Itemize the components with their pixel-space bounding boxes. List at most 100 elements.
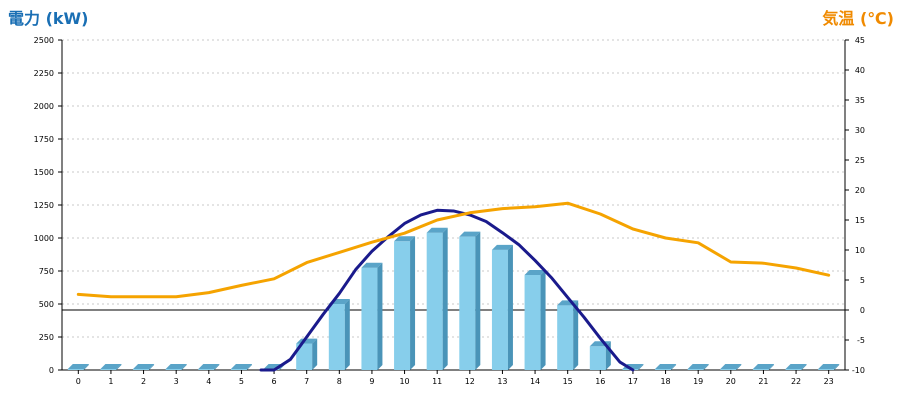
bar-top	[459, 231, 481, 237]
bar-face	[459, 236, 476, 370]
bar-side	[377, 262, 383, 370]
x-tick-label: 23	[824, 377, 834, 386]
left-tick-label: 2500	[34, 36, 54, 45]
bar-face	[589, 346, 606, 370]
bar-top	[133, 364, 155, 369]
bar-top	[230, 364, 252, 369]
bar-face	[198, 369, 215, 370]
bar-side	[116, 364, 122, 370]
bar-top	[165, 364, 187, 369]
bar-side	[573, 300, 579, 370]
bar-face	[100, 369, 117, 370]
bar-top	[361, 262, 383, 268]
x-tick-label: 10	[399, 377, 409, 386]
bar-side	[442, 227, 448, 370]
bar-side	[540, 269, 546, 370]
left-tick-label: 250	[39, 333, 54, 342]
x-tick-label: 3	[174, 377, 179, 386]
left-tick-label: 1500	[34, 168, 54, 177]
bar-top	[655, 364, 677, 369]
bar-side	[344, 299, 350, 370]
bar-side	[671, 364, 677, 370]
bar-top	[818, 364, 840, 369]
left-tick-label: 0	[49, 366, 54, 375]
left-tick-label: 1250	[34, 201, 54, 210]
left-tick-label: 750	[39, 267, 54, 276]
bar-top	[100, 364, 122, 369]
right-tick-label: 5	[860, 276, 865, 285]
left-tick-label: 500	[39, 300, 54, 309]
x-tick-label: 6	[272, 377, 277, 386]
right-tick-label: 20	[855, 186, 865, 195]
x-tick-label: 14	[530, 377, 540, 386]
bar-face	[361, 267, 378, 370]
forecast-power-line	[259, 208, 635, 372]
bar-face	[818, 369, 835, 370]
bar-face	[426, 232, 443, 370]
bar-face	[328, 304, 345, 370]
bar-side	[149, 364, 155, 370]
right-tick-label: 10	[855, 246, 865, 255]
right-axis-title: 気温 (℃)	[822, 9, 894, 28]
left-axis-title: 電力 (kW)	[8, 9, 89, 28]
bar-top	[491, 244, 513, 250]
bar-side	[507, 244, 513, 370]
bar-side	[703, 364, 709, 370]
x-tick-label: 18	[660, 377, 670, 386]
bar-face	[230, 369, 247, 370]
bar-side	[834, 364, 840, 370]
right-tick-label: 35	[855, 96, 865, 105]
left-tick-label: 2250	[34, 69, 54, 78]
x-tick-label: 7	[304, 377, 309, 386]
bar-top	[720, 364, 742, 369]
x-tick-label: 8	[337, 377, 342, 386]
bar-face	[296, 343, 313, 370]
bar-top	[687, 364, 709, 369]
right-tick-label: 0	[860, 306, 865, 315]
bar-top	[785, 364, 807, 369]
bar-side	[410, 236, 416, 370]
bar-top	[394, 236, 416, 242]
bar-top	[426, 227, 448, 233]
x-tick-label: 12	[465, 377, 475, 386]
bar-face	[67, 369, 84, 370]
bar-top	[198, 364, 220, 369]
bar-face	[752, 369, 769, 370]
bar-face	[165, 369, 182, 370]
x-tick-label: 9	[369, 377, 374, 386]
bar-face	[557, 305, 574, 370]
bar-side	[83, 364, 89, 370]
bar-face	[785, 369, 802, 370]
bar-top	[752, 364, 774, 369]
x-tick-label: 17	[628, 377, 638, 386]
x-tick-label: 20	[726, 377, 736, 386]
left-tick-label: 1000	[34, 234, 54, 243]
bar-face	[655, 369, 672, 370]
bar-face	[394, 241, 411, 370]
x-tick-label: 5	[239, 377, 244, 386]
x-tick-label: 11	[432, 377, 442, 386]
right-tick-label: 40	[855, 66, 865, 75]
x-tick-label: 4	[206, 377, 211, 386]
bar-side	[246, 364, 252, 370]
right-tick-label: -10	[852, 366, 865, 375]
bar-face	[491, 249, 508, 370]
bar-side	[475, 231, 481, 370]
temperature-line	[76, 201, 831, 299]
x-tick-label: 2	[141, 377, 146, 386]
bar-side	[638, 364, 644, 370]
bar-side	[181, 364, 187, 370]
bar-face	[720, 369, 737, 370]
x-tick-label: 19	[693, 377, 703, 386]
bar-face	[687, 369, 704, 370]
left-tick-label: 2000	[34, 102, 54, 111]
right-tick-label: 30	[855, 126, 865, 135]
right-tick-label: 25	[855, 156, 865, 165]
x-tick-label: 16	[595, 377, 605, 386]
x-tick-label: 13	[497, 377, 507, 386]
bar-top	[67, 364, 89, 369]
right-tick-label: -5	[857, 336, 865, 345]
bar-top	[524, 269, 546, 275]
bar-side	[214, 364, 220, 370]
